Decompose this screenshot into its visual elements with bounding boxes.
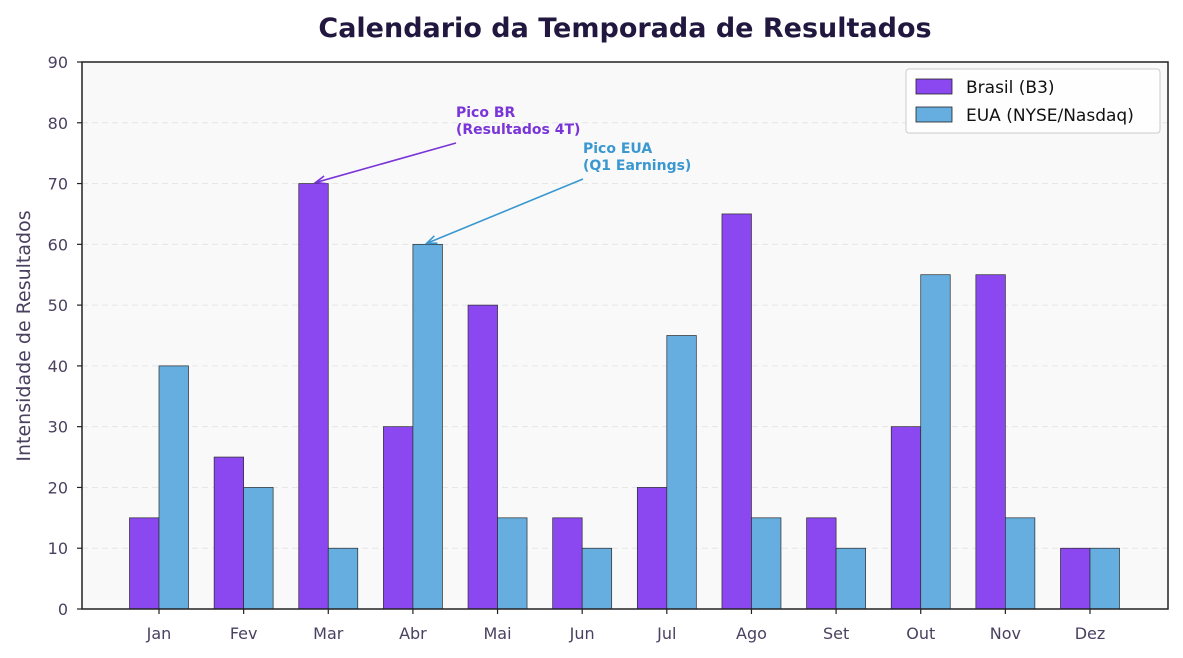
annotation-arrowhead [424, 235, 438, 245]
annotations: Pico BR(Resultados 4T)Pico EUA(Q1 Earnin… [313, 105, 691, 245]
bar-eua [243, 487, 274, 610]
legend-swatch-brasil [915, 78, 953, 95]
y-axis-label: Intensidade de Resultados [13, 210, 35, 461]
bar-brasil [1060, 547, 1091, 610]
bar-eua [581, 547, 613, 610]
x-tick-label: Jun [569, 624, 595, 643]
y-tick-label: 40 [48, 357, 68, 376]
bar-brasil [467, 304, 498, 610]
annotation-text: Pico EUA [583, 141, 652, 157]
bar-brasil [213, 456, 244, 610]
y-tick-label: 0 [58, 600, 68, 619]
bar-eua [412, 243, 443, 610]
x-tick-label: Set [823, 624, 849, 643]
x-tick-label: Fev [230, 624, 258, 643]
annotation-arrowhead [313, 175, 327, 185]
legend-box [905, 68, 1161, 134]
y-tick-label: 60 [48, 235, 68, 254]
chart-title: Calendario da Temporada de Resultados [318, 13, 931, 44]
annotation-text: (Q1 Earnings) [583, 158, 691, 174]
y-tick-label: 90 [48, 53, 68, 72]
annotation-text: Pico BR [456, 105, 516, 121]
bar-eua [920, 274, 951, 610]
legend-label-eua: EUA (NYSE/Nasdaq) [966, 106, 1134, 126]
bars [129, 183, 1120, 610]
bar-eua [327, 547, 359, 610]
y-tick-label: 30 [48, 418, 68, 437]
bar-brasil [129, 517, 160, 610]
x-tick-label: Ago [736, 624, 767, 643]
x-tick-label: Mai [484, 624, 512, 643]
bar-brasil [890, 426, 922, 610]
legend-label-brasil: Brasil (B3) [966, 78, 1055, 98]
y-axis-ticks: 0 10 20 30 40 50 60 70 80 90 [48, 53, 82, 619]
y-tick-label: 80 [48, 114, 68, 133]
bar-eua [1089, 547, 1120, 610]
bar-brasil [636, 487, 668, 610]
x-tick-label: Dez [1075, 624, 1106, 643]
bar-eua [158, 365, 189, 610]
bar-eua [751, 517, 782, 610]
legend-swatch-eua [915, 106, 953, 123]
bar-brasil [552, 517, 583, 610]
x-axis-ticks: Jan Fev Mar Abr Mai Jun Jul Ago Set Out Nov Dez [146, 609, 1106, 643]
y-tick-label: 10 [48, 539, 68, 558]
bar-brasil [721, 213, 752, 610]
y-tick-label: 70 [48, 175, 68, 194]
bar-eua [835, 547, 866, 610]
y-tick-label: 20 [48, 478, 68, 497]
x-tick-label: Out [906, 624, 935, 643]
bar-brasil [806, 517, 837, 610]
x-tick-label: Abr [399, 624, 427, 643]
annotation-text: (Resultados 4T) [456, 122, 580, 138]
annotation-arrow [426, 178, 584, 245]
annotation-arrow [315, 142, 457, 184]
x-tick-label: Jul [656, 624, 676, 643]
bar-brasil [298, 183, 329, 610]
bar-brasil [383, 426, 414, 610]
bar-eua [666, 335, 697, 610]
x-tick-label: Mar [313, 624, 344, 643]
bar-eua [497, 517, 528, 610]
y-tick-label: 50 [48, 296, 68, 315]
bar-eua [1005, 517, 1036, 610]
bar-brasil [975, 274, 1006, 610]
legend: Brasil (B3) EUA (NYSE/Nasdaq) [905, 68, 1161, 134]
x-tick-label: Jan [146, 624, 172, 643]
x-tick-label: Nov [990, 624, 1021, 643]
plot-frame [81, 61, 1169, 610]
